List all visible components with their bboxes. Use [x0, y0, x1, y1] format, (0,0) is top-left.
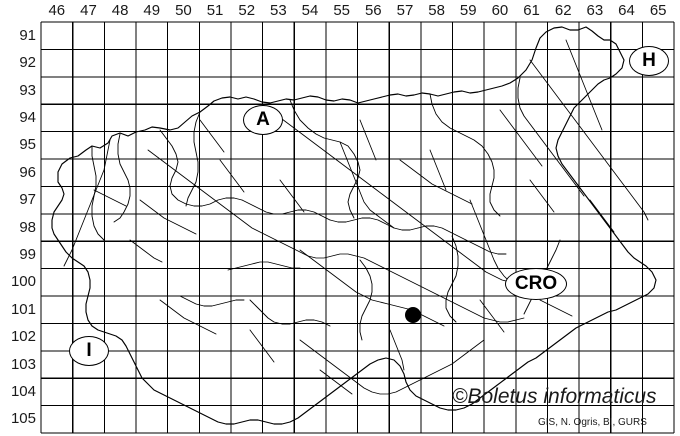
- copyright-label: ©Boletus informaticus: [452, 385, 657, 408]
- x-axis-label-63: 63: [586, 2, 604, 19]
- graticule-grid: [40, 21, 675, 434]
- region-badge-label: H: [642, 50, 656, 71]
- x-axis-label-46: 46: [48, 2, 66, 19]
- region-badge-label: CRO: [514, 273, 558, 294]
- y-axis-label-104: 104: [10, 382, 36, 400]
- x-axis-label-65: 65: [649, 2, 667, 19]
- occurrence-dot: [405, 307, 421, 323]
- y-axis-label-94: 94: [19, 108, 36, 126]
- x-axis-label-64: 64: [618, 2, 635, 19]
- y-axis-label-93: 93: [19, 81, 36, 99]
- x-axis-label-62: 62: [554, 2, 572, 19]
- y-axis-label-96: 96: [19, 163, 36, 181]
- x-axis-label-61: 61: [523, 2, 540, 19]
- x-axis-label-52: 52: [238, 2, 256, 19]
- x-axis-label-51: 51: [206, 2, 224, 19]
- y-axis-label-95: 95: [19, 136, 36, 154]
- region-badge-h: H: [629, 46, 669, 76]
- y-axis-label-102: 102: [10, 328, 36, 346]
- x-axis-label-58: 58: [428, 2, 445, 19]
- x-axis-label-60: 60: [491, 2, 509, 19]
- attribution-label: GIS, N. Ogris, BI, GURS: [538, 417, 647, 428]
- region-badge-i: I: [69, 336, 109, 366]
- y-axis-label-92: 92: [19, 54, 36, 72]
- x-axis-label-59: 59: [459, 2, 477, 19]
- y-axis-label-99: 99: [19, 245, 36, 263]
- y-axis-label-103: 103: [10, 355, 36, 373]
- y-axis-label-101: 101: [10, 300, 36, 318]
- region-badge-a: A: [243, 105, 283, 135]
- x-axis-label-55: 55: [333, 2, 351, 19]
- x-axis-label-50: 50: [175, 2, 192, 19]
- x-axis-label-57: 57: [396, 2, 414, 19]
- rivers: [63, 39, 649, 395]
- region-badge-label: I: [86, 340, 92, 361]
- y-axis-label-105: 105: [10, 410, 36, 428]
- region-badge-cro: CRO: [505, 268, 567, 300]
- y-axis-label-100: 100: [10, 273, 36, 291]
- x-axis-label-53: 53: [270, 2, 287, 19]
- y-axis-label-97: 97: [19, 191, 36, 209]
- x-axis-label-54: 54: [301, 2, 319, 19]
- x-axis-label-48: 48: [111, 2, 129, 19]
- x-axis-label-49: 49: [143, 2, 161, 19]
- y-axis-label-98: 98: [19, 218, 36, 236]
- y-axis-label-91: 91: [19, 26, 36, 44]
- national-border: [51, 26, 657, 425]
- x-axis-label-47: 47: [80, 2, 97, 19]
- region-badge-label: A: [256, 109, 270, 130]
- x-axis-label-56: 56: [364, 2, 382, 19]
- internal-boundaries: [91, 77, 585, 341]
